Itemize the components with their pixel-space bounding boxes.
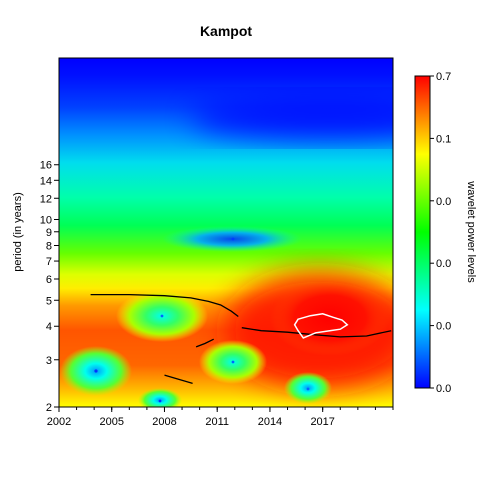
colorbar-tick-label: 0.7 bbox=[436, 71, 451, 83]
chart-title: Kampot bbox=[200, 23, 252, 39]
ridge-lines bbox=[90, 293, 392, 385]
y-tick-label: 8 bbox=[46, 240, 52, 252]
y-tick-label: 7 bbox=[46, 256, 52, 268]
wavelet-power-field bbox=[59, 58, 393, 407]
y-tick-label: 2 bbox=[46, 402, 52, 414]
x-tick-label: 2005 bbox=[99, 416, 123, 428]
colorbar-tick-label: 0.0 bbox=[436, 383, 451, 395]
colorbar-tick-label: 0.1 bbox=[436, 133, 451, 145]
ridge-line bbox=[164, 374, 193, 385]
y-tick-label: 6 bbox=[46, 274, 52, 286]
y-tick-label: 5 bbox=[46, 295, 52, 307]
y-axis-label: period (in years) bbox=[12, 192, 24, 271]
ridge-line bbox=[195, 338, 214, 348]
x-tick-label: 2014 bbox=[258, 416, 282, 428]
x-tick-label: 2011 bbox=[205, 416, 229, 428]
x-tick-label: 2008 bbox=[152, 416, 176, 428]
x-axis: 2002 2005 2008 2011 2014 2017 bbox=[47, 407, 394, 428]
x-tick-label: 2017 bbox=[310, 416, 334, 428]
ridge-line bbox=[241, 327, 392, 338]
y-tick-label: 9 bbox=[46, 227, 52, 239]
colorbar-tick-label: 0.0 bbox=[436, 196, 451, 208]
colorbar-ticks: 0.7 0.1 0.0 0.0 0.0 0.0 bbox=[430, 71, 451, 395]
plot-frame bbox=[58, 57, 394, 408]
x-tick-label: 2002 bbox=[47, 416, 71, 428]
colorbar bbox=[414, 75, 431, 389]
significance-contour bbox=[293, 313, 349, 339]
y-tick-label: 16 bbox=[40, 160, 52, 172]
y-tick-label: 4 bbox=[46, 321, 52, 333]
y-tick-label: 3 bbox=[46, 355, 52, 367]
colorbar-tick-label: 0.0 bbox=[436, 321, 451, 333]
y-tick-label: 10 bbox=[40, 215, 52, 227]
colorbar-label: wavelet power levels bbox=[465, 180, 477, 283]
ridge-line bbox=[90, 293, 239, 318]
colorbar-tick-label: 0.0 bbox=[436, 258, 451, 270]
y-tick-label: 14 bbox=[40, 175, 52, 187]
y-tick-label: 12 bbox=[40, 193, 52, 205]
